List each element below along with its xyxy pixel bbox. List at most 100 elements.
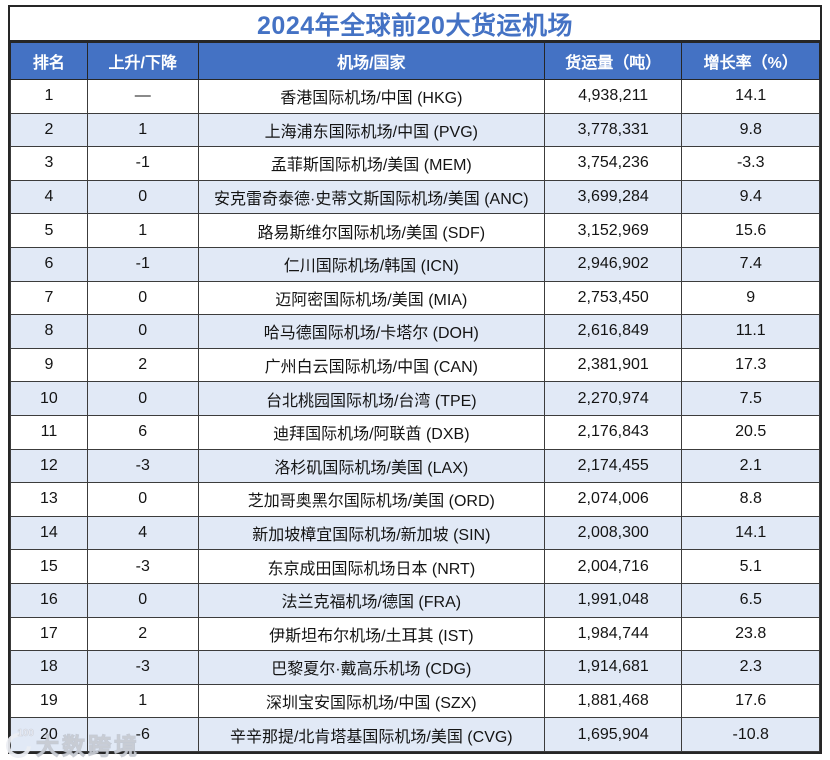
cell-rank: 11 — [10, 414, 88, 450]
cell-airport: 洛杉矶国际机场/美国 (LAX) — [197, 448, 545, 484]
cell-volume: 1,914,681 — [543, 650, 683, 685]
column-header-change: 上升/下降 — [86, 42, 199, 80]
cell-growth: -3.3 — [681, 146, 820, 181]
table-row: 10 0 台北桃园国际机场/台湾 (TPE) 2,270,974 7.5 — [10, 381, 820, 416]
table-row: 12 -3 洛杉矶国际机场/美国 (LAX) 2,174,455 2.1 — [10, 448, 820, 484]
cell-volume: 2,176,843 — [543, 414, 683, 450]
cell-rank: 9 — [10, 347, 88, 383]
cell-airport: 路易斯维尔国际机场/美国 (SDF) — [197, 213, 545, 248]
column-header-rank: 排名 — [10, 42, 88, 80]
table-row: 20 -6 辛辛那提/北肯塔基国际机场/美国 (CVG) 1,695,904 -10.8 — [10, 717, 820, 752]
cell-change: 0 — [86, 314, 199, 349]
cell-growth: 6.5 — [681, 582, 820, 618]
cargo-airports-table: 排名 上升/下降 机场/国家 货运量（吨） 增长率（%） 1— 香港国际机场/中国… — [10, 42, 820, 752]
cell-rank: 1 — [10, 79, 88, 114]
cell-rank: 13 — [10, 482, 88, 517]
cell-growth: 15.6 — [681, 213, 820, 248]
table-row: 1— 香港国际机场/中国 (HKG) 4,938,211 14.1 — [10, 79, 820, 114]
cell-rank: 5 — [10, 213, 88, 248]
table-row: 7 0 迈阿密国际机场/美国 (MIA) 2,753,450 9 — [10, 280, 820, 316]
cell-change: 1 — [86, 112, 199, 148]
cell-growth: 20.5 — [681, 414, 820, 450]
cell-airport: 伊斯坦布尔机场/土耳其 (IST) — [197, 616, 545, 652]
cell-airport: 辛辛那提/北肯塔基国际机场/美国 (CVG) — [197, 717, 545, 752]
column-header-volume: 货运量（吨） — [543, 42, 683, 80]
cell-volume: 2,946,902 — [543, 246, 683, 282]
cell-volume: 3,699,284 — [543, 179, 683, 215]
cell-airport: 巴黎夏尔·戴高乐机场 (CDG) — [197, 650, 545, 685]
table-row: 9 2 广州白云国际机场/中国 (CAN) 2,381,901 17.3 — [10, 347, 820, 383]
table-row: 11 6 迪拜国际机场/阿联酋 (DXB) 2,176,843 20.5 — [10, 414, 820, 450]
cell-change: -3 — [86, 448, 199, 484]
cell-change: 0 — [86, 582, 199, 618]
cell-growth: 5.1 — [681, 549, 820, 584]
cell-rank: 7 — [10, 280, 88, 316]
cell-growth: 9.8 — [681, 112, 820, 148]
cell-airport: 哈马德国际机场/卡塔尔 (DOH) — [197, 314, 545, 349]
table-row: 8 0 哈马德国际机场/卡塔尔 (DOH) 2,616,849 11.1 — [10, 314, 820, 349]
table-row: 6 -1 仁川国际机场/韩国 (ICN) 2,946,902 7.4 — [10, 246, 820, 282]
cell-change: 1 — [86, 683, 199, 719]
cell-volume: 3,778,331 — [543, 112, 683, 148]
table-row: 16 0 法兰克福机场/德国 (FRA) 1,991,048 6.5 — [10, 582, 820, 618]
table-body: 1— 香港国际机场/中国 (HKG) 4,938,211 14.1 2 1 上海浦东国际机场… — [10, 79, 820, 752]
cell-airport: 芝加哥奥黑尔国际机场/美国 (ORD) — [197, 482, 545, 517]
cell-change: 0 — [86, 381, 199, 416]
cell-airport: 迪拜国际机场/阿联酋 (DXB) — [197, 414, 545, 450]
table-row: 14 4 新加坡樟宜国际机场/新加坡 (SIN) 2,008,300 14.1 — [10, 515, 820, 551]
page-title: 2024年全球前20大货运机场 — [10, 7, 820, 42]
cell-change: 1 — [86, 213, 199, 248]
cell-change: 2 — [86, 616, 199, 652]
cell-change: 0 — [86, 280, 199, 316]
cell-volume: 2,753,450 — [543, 280, 683, 316]
cell-rank: 6 — [10, 246, 88, 282]
cell-airport: 新加坡樟宜国际机场/新加坡 (SIN) — [197, 515, 545, 551]
cell-rank: 3 — [10, 146, 88, 181]
column-header-growth: 增长率（%） — [681, 42, 820, 80]
cell-growth: 23.8 — [681, 616, 820, 652]
cell-rank: 15 — [10, 549, 88, 584]
table-row: 5 1 路易斯维尔国际机场/美国 (SDF) 3,152,969 15.6 — [10, 213, 820, 248]
cell-growth: 9.4 — [681, 179, 820, 215]
cell-airport: 深圳宝安国际机场/中国 (SZX) — [197, 683, 545, 719]
cell-rank: 18 — [10, 650, 88, 685]
table-row: 4 0 安克雷奇泰德·史蒂文斯国际机场/美国 (ANC) 3,699,284 9.4 — [10, 179, 820, 215]
cell-volume: 1,984,744 — [543, 616, 683, 652]
cell-rank: 14 — [10, 515, 88, 551]
cell-change: — — [86, 79, 199, 114]
cell-volume: 2,381,901 — [543, 347, 683, 383]
cell-growth: 14.1 — [681, 79, 820, 114]
cell-airport: 迈阿密国际机场/美国 (MIA) — [197, 280, 545, 316]
cell-rank: 16 — [10, 582, 88, 618]
cell-growth: 11.1 — [681, 314, 820, 349]
cell-growth: 7.4 — [681, 246, 820, 282]
cell-airport: 台北桃园国际机场/台湾 (TPE) — [197, 381, 545, 416]
table-header-row: 排名 上升/下降 机场/国家 货运量（吨） 增长率（%） — [10, 42, 820, 80]
cell-rank: 8 — [10, 314, 88, 349]
cell-volume: 2,174,455 — [543, 448, 683, 484]
cell-growth: 17.6 — [681, 683, 820, 719]
cell-airport: 东京成田国际机场日本 (NRT) — [197, 549, 545, 584]
cell-airport: 安克雷奇泰德·史蒂文斯国际机场/美国 (ANC) — [197, 179, 545, 215]
cell-rank: 12 — [10, 448, 88, 484]
cell-airport: 法兰克福机场/德国 (FRA) — [197, 582, 545, 618]
cell-airport: 广州白云国际机场/中国 (CAN) — [197, 347, 545, 383]
cell-change: -1 — [86, 246, 199, 282]
cell-rank: 17 — [10, 616, 88, 652]
cell-volume: 3,152,969 — [543, 213, 683, 248]
cell-volume: 1,991,048 — [543, 582, 683, 618]
cell-rank: 2 — [10, 112, 88, 148]
cell-change: 4 — [86, 515, 199, 551]
cell-airport: 孟菲斯国际机场/美国 (MEM) — [197, 146, 545, 181]
cell-volume: 2,270,974 — [543, 381, 683, 416]
table-row: 19 1 深圳宝安国际机场/中国 (SZX) 1,881,468 17.6 — [10, 683, 820, 719]
cell-change: 2 — [86, 347, 199, 383]
cell-growth: 2.3 — [681, 650, 820, 685]
cell-growth: 14.1 — [681, 515, 820, 551]
table-row: 2 1 上海浦东国际机场/中国 (PVG) 3,778,331 9.8 — [10, 112, 820, 148]
cell-volume: 3,754,236 — [543, 146, 683, 181]
cell-rank: 19 — [10, 683, 88, 719]
cell-airport: 上海浦东国际机场/中国 (PVG) — [197, 112, 545, 148]
cell-rank: 20 — [10, 717, 88, 752]
cell-airport: 香港国际机场/中国 (HKG) — [197, 79, 545, 114]
